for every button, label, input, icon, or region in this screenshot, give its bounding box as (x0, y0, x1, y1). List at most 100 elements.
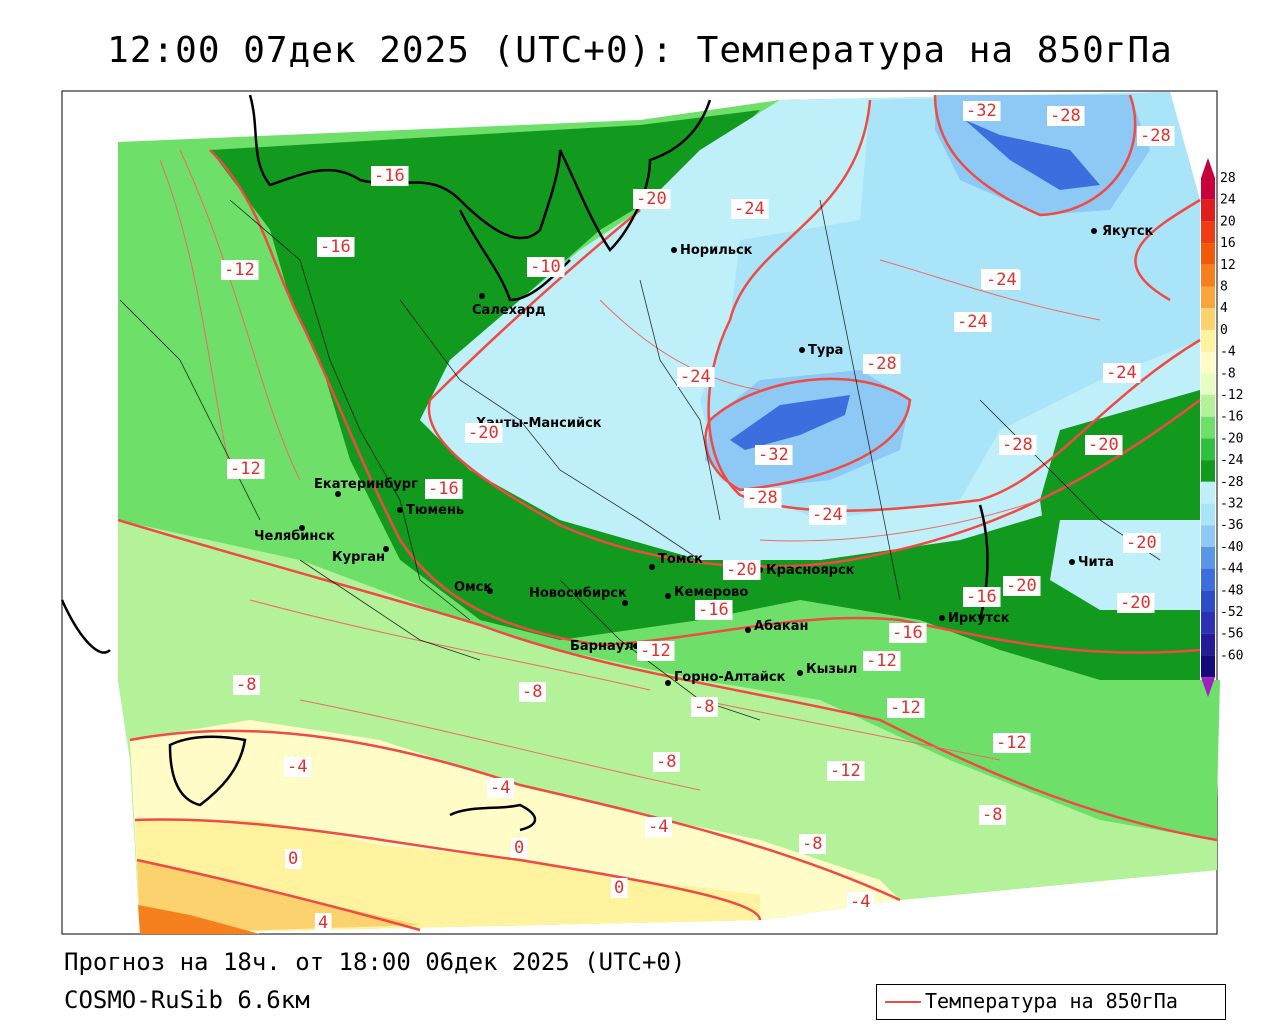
isotherm-label-bg (1085, 435, 1123, 455)
city-marker (797, 670, 803, 676)
isotherm-label-bg (677, 367, 715, 387)
colorbar-top-arrow (1201, 158, 1215, 178)
city-label: Челябинск (254, 529, 335, 544)
isotherm-label: -4 (287, 757, 307, 777)
isotherm-label-bg (863, 354, 901, 374)
colorbar-swatch (1201, 633, 1215, 656)
isotherm-label-bg (371, 166, 409, 186)
colorbar-swatch (1201, 568, 1215, 591)
isotherm-label: -8 (982, 805, 1002, 825)
colorbar: 28 24 20 16 12 8 4 0 -4 -8 -12 -16 -20 -24 -28 -32 -36 -4… (1201, 158, 1244, 698)
colorbar-tick-label: 24 (1220, 193, 1236, 208)
isotherm-label-bg (637, 641, 675, 661)
colorbar-tick-label: -32 (1220, 497, 1243, 512)
isotherm-label: -8 (656, 752, 676, 772)
city-marker (479, 293, 485, 299)
isotherm-label: -8 (802, 834, 822, 854)
isotherm-labels: -32-28-28-28-24-24-24-24-24-20-20-20-20-… (221, 101, 1175, 933)
city-label: Екатеринбург (314, 477, 418, 492)
colorbar-tick-label: 12 (1220, 258, 1236, 273)
isotherm-label-bg (315, 913, 332, 933)
colorbar-bottom-arrow (1201, 677, 1215, 698)
colorbar-swatch (1201, 655, 1215, 678)
city-label: Омск (454, 580, 492, 595)
city-label: Барнаул (570, 639, 634, 654)
colorbar-swatch (1201, 612, 1215, 634)
colorbar-tick-label: -36 (1220, 518, 1243, 533)
colorbar-tick-label: -56 (1220, 627, 1243, 642)
isotherm-label-bg (827, 761, 865, 781)
city-marker (939, 615, 945, 621)
city-label: Абакан (754, 619, 809, 634)
isotherm-label-bg (723, 560, 761, 580)
colorbar-tick-label: -8 (1220, 366, 1236, 381)
isotherm-label-bg (425, 479, 463, 499)
city-label: Тура (808, 343, 843, 358)
isotherm-label-bg (731, 199, 769, 219)
isotherm-label-bg (755, 445, 793, 465)
isotherm-label-bg (983, 270, 1021, 290)
city-marker (383, 546, 389, 552)
isotherm-label-bg (963, 587, 1001, 607)
city-label: Иркутск (948, 611, 1010, 626)
city-label: Кемерово (674, 585, 748, 600)
colorbar-swatch (1201, 546, 1215, 569)
colorbar-swatch (1201, 503, 1215, 526)
zone-minus12-inner (118, 150, 480, 620)
isotherm-label-bg (1003, 576, 1041, 596)
admin-borders (119, 199, 1161, 721)
city-marker (799, 347, 805, 353)
city-marker (299, 525, 305, 531)
isotherm-label: 4 (318, 913, 328, 933)
isotherm-label-bg (653, 752, 680, 772)
colorbar-swatch (1201, 221, 1215, 244)
colorbar-swatch (1201, 395, 1215, 417)
city-label: Тюмень (406, 503, 464, 518)
isotherms (117, 94, 1218, 932)
colorbar-tick-label: 16 (1220, 236, 1236, 251)
colorbar-tick-label: 0 (1220, 323, 1228, 338)
isotherm-label-bg (1047, 106, 1085, 126)
colorbar-tick-label: -40 (1220, 540, 1243, 555)
zone-minus16 (210, 110, 1200, 680)
colorbar-tick-label: -52 (1220, 605, 1243, 620)
isotherm-label: -12 (830, 761, 861, 781)
colorbar-tick-label: 4 (1220, 301, 1228, 316)
isotherm-label-bg (317, 237, 355, 257)
isotherm-label: -8 (694, 697, 714, 717)
city-marker (397, 507, 403, 513)
isotherm-label-bg (847, 892, 874, 912)
isotherm-label: 0 (288, 849, 298, 869)
isotherm-label: -16 (966, 587, 997, 607)
colorbar-swatch (1201, 590, 1215, 612)
city-label: Ханты-Мансийск (476, 416, 602, 431)
isotherm-label-bg (645, 817, 672, 837)
isotherm-label: -4 (850, 892, 870, 912)
city-marker (487, 588, 493, 594)
colorbar-swatch (1201, 178, 1215, 200)
isotherm-label-bg (963, 101, 1001, 121)
colorbar-swatch (1201, 199, 1215, 222)
isotherm-label: -24 (957, 312, 988, 332)
colorbar-swatch (1201, 460, 1215, 482)
isotherm-label: -20 (1006, 576, 1037, 596)
city-label: Горно-Алтайск (674, 670, 786, 685)
isotherm-label: -12 (866, 651, 897, 671)
isotherm-label-bg (695, 600, 733, 620)
isotherm-label: -28 (1050, 106, 1081, 126)
isotherm-label: -20 (1088, 435, 1119, 455)
cities-layer: Норильск Салехард Якутск Тура Ханты-Мансийск… (254, 224, 1154, 686)
forecast-info: Прогноз на 18ч. от 18:00 06дек 2025 (UTC… (64, 948, 686, 976)
colorbar-swatch (1201, 438, 1215, 461)
isotherm-label: -20 (1120, 593, 1151, 613)
isotherm-label-bg (1103, 363, 1141, 383)
colorbar-tick-label: -60 (1220, 648, 1243, 663)
city-marker (1091, 228, 1097, 234)
colorbar-swatch (1201, 525, 1215, 547)
colorbar-swatch (1201, 329, 1215, 352)
city-label: Норильск (680, 243, 753, 258)
legend-label: Температура на 850гПа (925, 989, 1178, 1013)
isotherm-label: -24 (812, 505, 843, 525)
isotherm-label-bg (227, 459, 265, 479)
colorbar-swatch (1201, 373, 1215, 395)
